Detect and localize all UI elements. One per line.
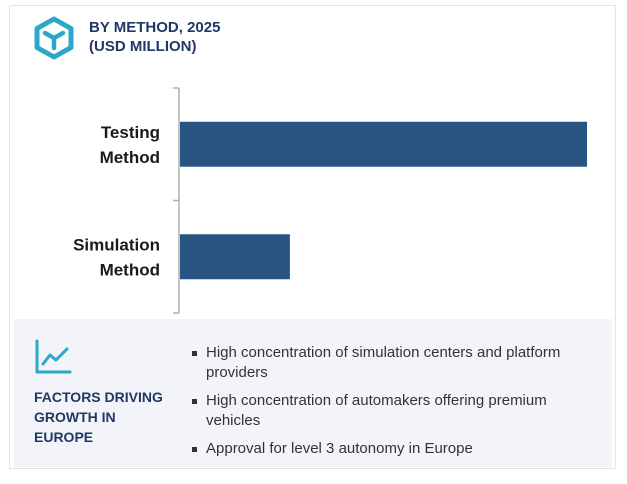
category-label: Simulation Method — [73, 235, 160, 279]
chart-title-line1: BY METHOD, 2025 — [89, 19, 221, 36]
factor-item: High concentration of automakers offerin… — [192, 391, 602, 431]
bar-chart: Testing Method Simulation Method — [73, 87, 587, 314]
factors-title: FACTORS DRIVING GROWTH IN EUROPE — [34, 389, 163, 445]
factors-list: High concentration of simulation centers… — [192, 343, 602, 467]
factors-panel: FACTORS DRIVING GROWTH IN EUROPE High co… — [14, 319, 612, 467]
bar — [180, 121, 587, 167]
cube-icon — [34, 16, 74, 60]
factor-item: Approval for level 3 autonomy in Europe — [192, 439, 602, 459]
bar — [180, 234, 290, 280]
category-label: Testing Method — [100, 123, 160, 167]
chart-title: BY METHOD, 2025 (USD MILLION) — [89, 18, 220, 56]
chart-title-line2: (USD MILLION) — [89, 38, 197, 55]
trend-chart-icon — [35, 339, 72, 374]
factor-item: High concentration of simulation centers… — [192, 343, 602, 383]
